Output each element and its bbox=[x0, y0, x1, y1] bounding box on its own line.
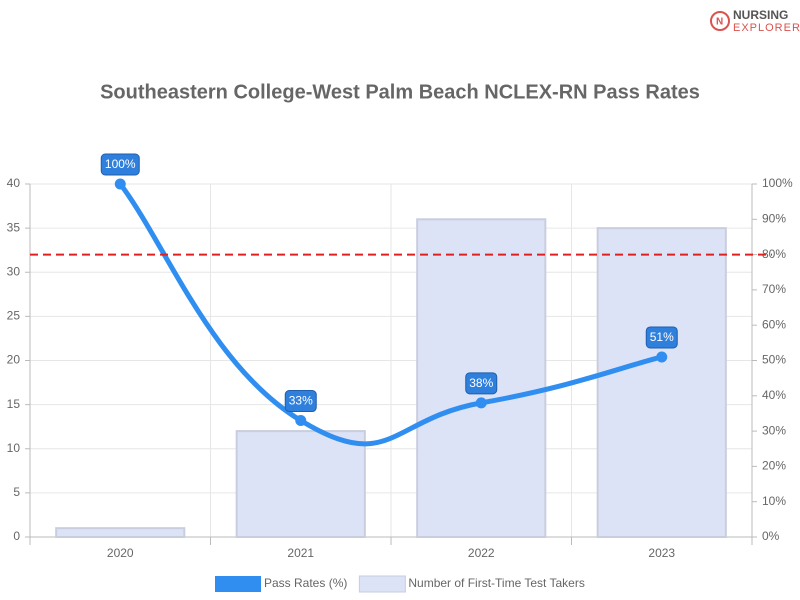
value-label: 100% bbox=[105, 157, 136, 171]
legend-swatch bbox=[358, 575, 406, 593]
chart-title: Southeastern College-West Palm Beach NCL… bbox=[100, 81, 700, 103]
y2-tick-label: 10% bbox=[762, 494, 786, 508]
bar bbox=[55, 527, 186, 538]
y2-tick-label: 30% bbox=[762, 423, 786, 437]
y2-tick-label: 60% bbox=[762, 317, 786, 331]
x-tick-label: 2020 bbox=[107, 546, 134, 560]
bar bbox=[235, 430, 366, 539]
legend-swatch bbox=[215, 576, 261, 592]
logo-icon bbox=[710, 11, 730, 31]
y-tick-label: 40 bbox=[7, 176, 21, 190]
legend-label: Number of First-Time Test Takers bbox=[408, 576, 584, 590]
point bbox=[656, 351, 668, 363]
y-tick-label: 15 bbox=[7, 397, 21, 411]
value-label: 38% bbox=[469, 376, 493, 390]
point bbox=[114, 178, 126, 190]
y-tick-label: 0 bbox=[13, 529, 20, 543]
y-tick-label: 20 bbox=[7, 353, 21, 367]
y-tick-label: 5 bbox=[13, 485, 20, 499]
y2-tick-label: 90% bbox=[762, 211, 786, 225]
y-tick-label: 25 bbox=[7, 309, 21, 323]
y2-tick-label: 80% bbox=[762, 247, 786, 261]
value-label-box bbox=[284, 390, 317, 413]
value-label: 33% bbox=[289, 394, 313, 408]
value-label-box bbox=[465, 372, 498, 395]
logo: N NURSING EXPLORER bbox=[710, 8, 800, 34]
x-tick-label: 2023 bbox=[648, 546, 675, 560]
y-tick-label: 35 bbox=[7, 220, 21, 234]
value-label-box bbox=[645, 326, 678, 349]
logo-line1: NURSING bbox=[733, 8, 788, 22]
y2-tick-label: 40% bbox=[762, 388, 786, 402]
y2-tick-label: 70% bbox=[762, 282, 786, 296]
y2-tick-label: 20% bbox=[762, 459, 786, 473]
value-label: 51% bbox=[650, 330, 674, 344]
y2-tick-label: 50% bbox=[762, 353, 786, 367]
y2-tick-label: 100% bbox=[762, 176, 793, 190]
point bbox=[475, 397, 487, 409]
x-tick-label: 2021 bbox=[287, 546, 314, 560]
y-tick-label: 30 bbox=[7, 264, 21, 278]
bar bbox=[596, 227, 727, 538]
legend-label: Pass Rates (%) bbox=[264, 576, 347, 590]
point bbox=[295, 415, 307, 427]
logo-line2: EXPLORER bbox=[733, 22, 800, 34]
y-tick-label: 10 bbox=[7, 441, 21, 455]
y2-tick-label: 0% bbox=[762, 529, 780, 543]
x-tick-label: 2022 bbox=[468, 546, 495, 560]
logo-glyph: N bbox=[716, 17, 723, 28]
value-label-box bbox=[100, 153, 140, 176]
line bbox=[117, 181, 665, 447]
